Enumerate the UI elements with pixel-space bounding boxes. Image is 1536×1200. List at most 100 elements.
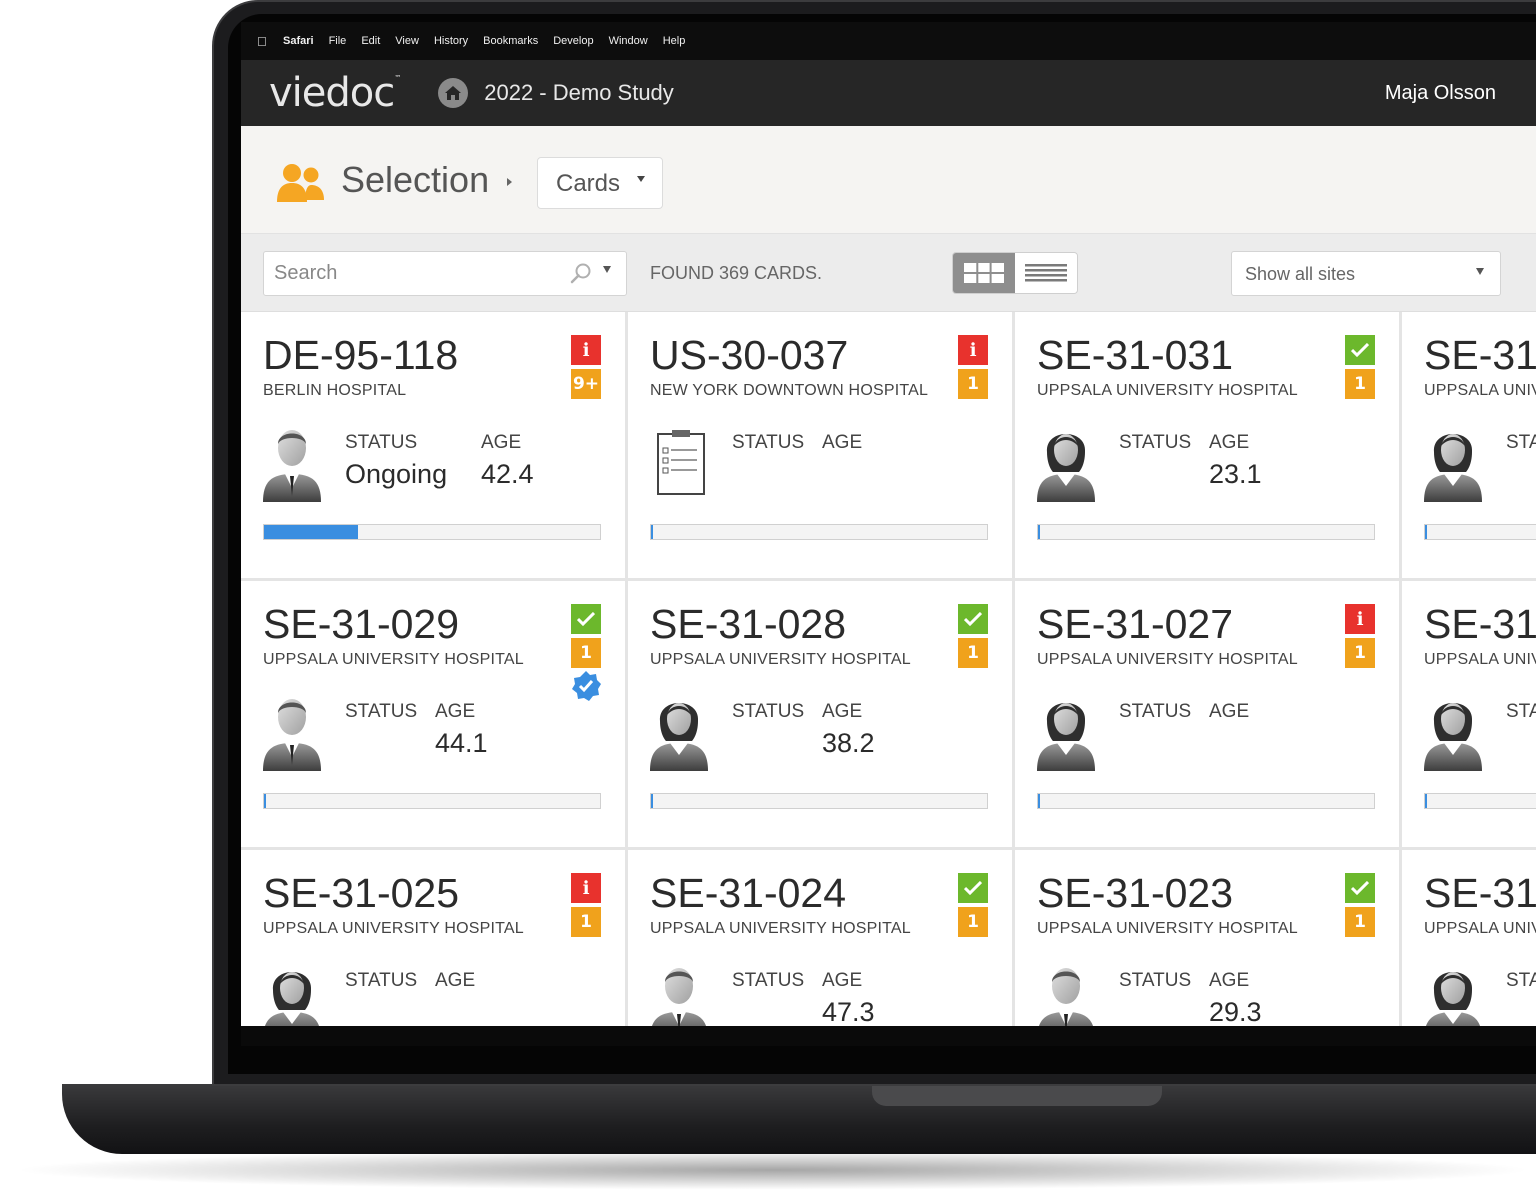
- site-name: UPPSALA UNIVERSITY HOSPITAL: [650, 651, 911, 668]
- grid-view-button[interactable]: [953, 253, 1015, 293]
- issue-count-badge[interactable]: 1: [958, 369, 988, 399]
- subject-id[interactable]: SE-31-023: [1037, 870, 1234, 916]
- site-name: UPPSALA UNIVERSITY HOSPITAL: [263, 920, 524, 937]
- subject-card[interactable]: SE-31-031 UPPSALA UNIVERSITY HOSPITAL STAT…: [1015, 312, 1399, 578]
- menu-edit[interactable]: Edit: [361, 35, 381, 47]
- check-badge-icon[interactable]: [958, 873, 988, 903]
- search-box: [263, 251, 627, 296]
- user-name[interactable]: Maja Olsson: [1384, 81, 1496, 104]
- issue-count-badge[interactable]: 1: [571, 638, 601, 668]
- progress-bar: [1037, 793, 1375, 809]
- info-badge-icon[interactable]: ℹ: [571, 335, 601, 365]
- progress-fill: [1038, 525, 1041, 539]
- subject-card[interactable]: DE-95-118 BERLIN HOSPITAL STATUS AGE Ongoing…: [241, 312, 625, 578]
- laptop-shadow: [10, 1150, 1536, 1190]
- subject-id[interactable]: SE-31-: [1424, 332, 1536, 378]
- found-count: FOUND 369 CARDS.: [650, 263, 823, 283]
- site-filter-dropdown[interactable]: Show all sites: [1231, 251, 1501, 296]
- info-badge-icon[interactable]: ℹ: [1345, 604, 1375, 634]
- verified-icon[interactable]: [570, 670, 602, 702]
- status-label: STATUS: [1506, 432, 1536, 453]
- menu-window[interactable]: Window: [608, 35, 648, 47]
- list-view-button[interactable]: [1015, 253, 1077, 293]
- status-label: STATUS: [732, 701, 805, 722]
- issue-count-badge[interactable]: 1: [571, 907, 601, 937]
- subject-card[interactable]: SE-31- UPPSALA UNIV STATUS: [1402, 850, 1536, 1026]
- home-icon[interactable]: [438, 78, 469, 108]
- subject-card[interactable]: SE-31- UPPSALA UNIV STATUS: [1402, 312, 1536, 578]
- site-name: UPPSALA UNIVERSITY HOSPITAL: [650, 920, 911, 937]
- progress-bar: [263, 793, 601, 809]
- age-value: 47.3: [822, 997, 875, 1026]
- menu-view[interactable]: View: [395, 35, 419, 47]
- subject-id[interactable]: SE-31-031: [1037, 332, 1234, 378]
- subject-id[interactable]: DE-95-118: [263, 332, 459, 378]
- subject-card[interactable]: SE-31-024 UPPSALA UNIVERSITY HOSPITAL STAT…: [628, 850, 1012, 1026]
- info-badge-icon[interactable]: ℹ: [571, 873, 601, 903]
- progress-fill: [264, 794, 267, 808]
- issue-count-badge[interactable]: 1: [1345, 369, 1375, 399]
- progress-bar: [1424, 524, 1536, 540]
- subject-card[interactable]: SE-31-023 UPPSALA UNIVERSITY HOSPITAL STAT…: [1015, 850, 1399, 1026]
- subject-id[interactable]: US-30-037: [650, 332, 849, 378]
- issue-count-badge[interactable]: 1: [1345, 638, 1375, 668]
- check-badge-icon[interactable]: [1345, 873, 1375, 903]
- issue-count-badge[interactable]: 9+: [571, 369, 601, 399]
- progress-bar: [650, 793, 988, 809]
- apple-icon[interactable]: : [257, 34, 283, 49]
- subject-card[interactable]: SE-31-029 UPPSALA UNIVERSITY HOSPITAL STAT…: [241, 581, 625, 847]
- female-icon: [261, 960, 323, 1026]
- check-badge-icon[interactable]: [1345, 335, 1375, 365]
- subject-card[interactable]: US-30-037 NEW YORK DOWNTOWN HOSPITAL STATU…: [628, 312, 1012, 578]
- status-label: STATUS: [1506, 970, 1536, 991]
- issue-count-badge[interactable]: 1: [958, 638, 988, 668]
- grid-icon: [964, 263, 1004, 283]
- check-badge-icon[interactable]: [958, 604, 988, 634]
- menu-file[interactable]: File: [328, 35, 347, 47]
- menu-history[interactable]: History: [433, 35, 469, 47]
- age-label: AGE: [1209, 970, 1250, 991]
- female-icon: [1422, 960, 1484, 1026]
- search-options-chevron-icon[interactable]: [603, 266, 611, 273]
- subject-id[interactable]: SE-31-: [1424, 601, 1536, 647]
- menu-safari[interactable]: Safari: [283, 35, 314, 47]
- menu-develop[interactable]: Develop: [553, 35, 594, 47]
- check-badge-icon[interactable]: [571, 604, 601, 634]
- subject-id[interactable]: SE-31-025: [263, 870, 460, 916]
- issue-count-badge[interactable]: 1: [958, 907, 988, 937]
- page-title: Selection: [341, 159, 490, 200]
- status-label: STATUS: [1119, 970, 1192, 991]
- laptop-base: [62, 1084, 1536, 1154]
- progress-bar: [263, 524, 601, 540]
- issue-count-badge[interactable]: 1: [1345, 907, 1375, 937]
- age-value: 44.1: [435, 728, 488, 758]
- chevron-down-icon: [1476, 268, 1484, 275]
- subject-id[interactable]: SE-31-029: [263, 601, 460, 647]
- search-input[interactable]: [264, 252, 554, 295]
- subject-card[interactable]: SE-31-028 UPPSALA UNIVERSITY HOSPITAL STAT…: [628, 581, 1012, 847]
- subject-id[interactable]: SE-31-: [1424, 870, 1536, 916]
- site-name: UPPSALA UNIV: [1424, 651, 1536, 668]
- subject-id[interactable]: SE-31-027: [1037, 601, 1234, 647]
- age-label: AGE: [481, 432, 522, 453]
- search-icon[interactable]: [570, 262, 592, 284]
- subject-id[interactable]: SE-31-024: [650, 870, 847, 916]
- info-badge-icon[interactable]: ℹ: [958, 335, 988, 365]
- subject-card[interactable]: SE-31- UPPSALA UNIV STATUS: [1402, 581, 1536, 847]
- site-name: UPPSALA UNIVERSITY HOSPITAL: [1037, 920, 1298, 937]
- subject-card[interactable]: SE-31-025 UPPSALA UNIVERSITY HOSPITAL STAT…: [241, 850, 625, 1026]
- toolbar: FOUND 369 CARDS. Show all s: [241, 234, 1536, 312]
- study-title[interactable]: 2022 - Demo Study: [484, 80, 674, 105]
- status-label: STATUS: [1119, 701, 1192, 722]
- site-name: UPPSALA UNIVERSITY HOSPITAL: [1037, 651, 1298, 668]
- menu-bookmarks[interactable]: Bookmarks: [483, 35, 539, 47]
- viedoc-logo[interactable]: viedoc™: [269, 70, 401, 116]
- subject-card[interactable]: SE-31-027 UPPSALA UNIVERSITY HOSPITAL STAT…: [1015, 581, 1399, 847]
- app-header: viedoc™ 2022 - Demo Study Maja Olsson: [241, 60, 1536, 126]
- menu-help[interactable]: Help: [662, 35, 686, 47]
- male-icon: [1035, 960, 1097, 1026]
- subject-id[interactable]: SE-31-028: [650, 601, 847, 647]
- status-label: STATUS: [732, 432, 805, 453]
- clipboard-icon: [648, 422, 710, 502]
- view-type-dropdown[interactable]: Cards: [537, 157, 663, 209]
